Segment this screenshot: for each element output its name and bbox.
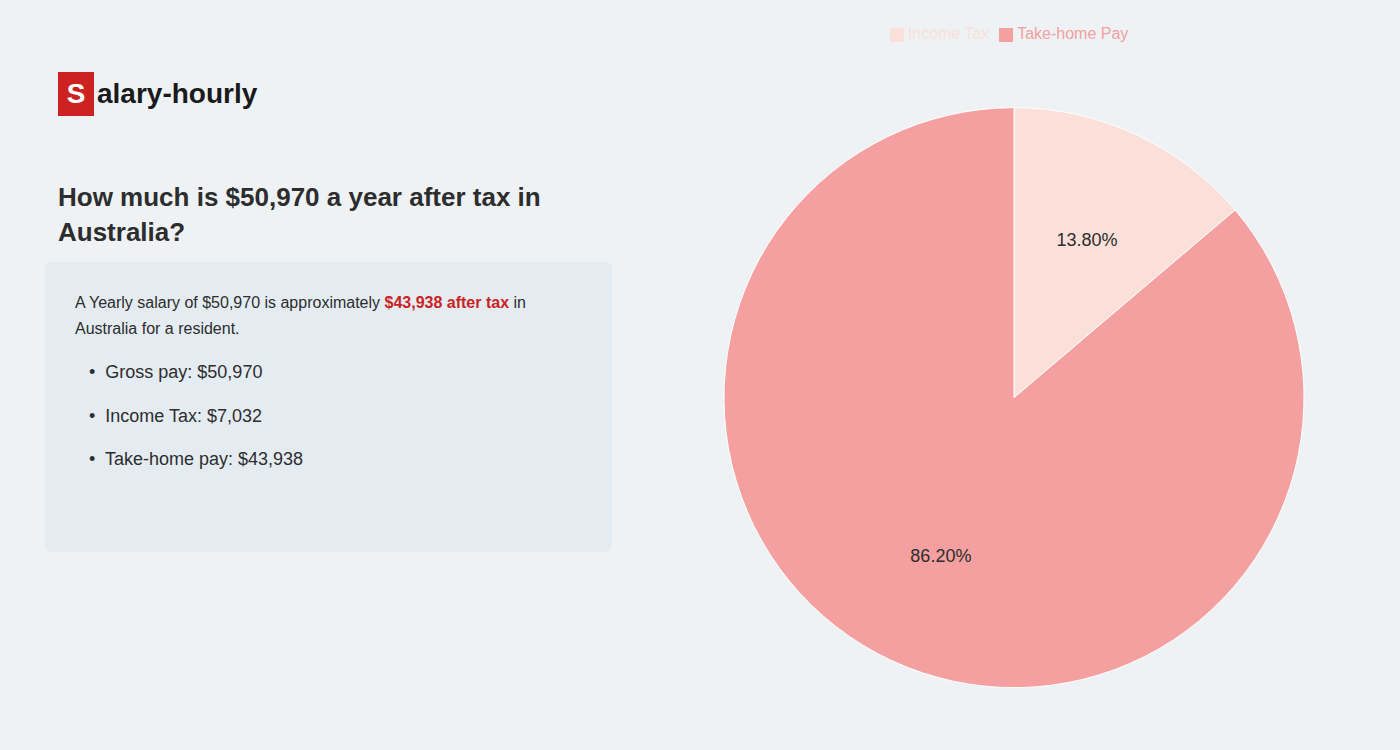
html-text:A Yearly salary of $50,970 is: A Yearly salary of $50,970 is approximat… — [75, 294, 526, 311]
html-text:How much is $50,970 a year aft: How much is $50,970 a year after tax in — [58, 182, 541, 212]
html-text:• Take-home pay: $43,938: • Take-home pay: $43,938 — [89, 449, 304, 469]
html-text:Australia for a resident.: Australia for a resident. — [75, 319, 240, 337]
svg-text:13.80%: 13.80% — [1057, 230, 1118, 250]
html-text:• Gross pay: $50,970: • Gross pay: $50,970 — [89, 362, 263, 383]
html-text:S: S — [66, 78, 86, 109]
html-text:alary-hourly: alary-hourly — [97, 78, 258, 109]
html-text:Income Tax: Income Tax — [907, 25, 990, 42]
html-text:• Income Tax: $7,032: • Income Tax: $7,032 — [89, 405, 263, 426]
svg-text:86.20%: 86.20% — [910, 546, 971, 566]
html-text:Australia?: Australia? — [58, 217, 186, 248]
html-text:Take-home Pay: Take-home Pay — [1017, 25, 1129, 42]
